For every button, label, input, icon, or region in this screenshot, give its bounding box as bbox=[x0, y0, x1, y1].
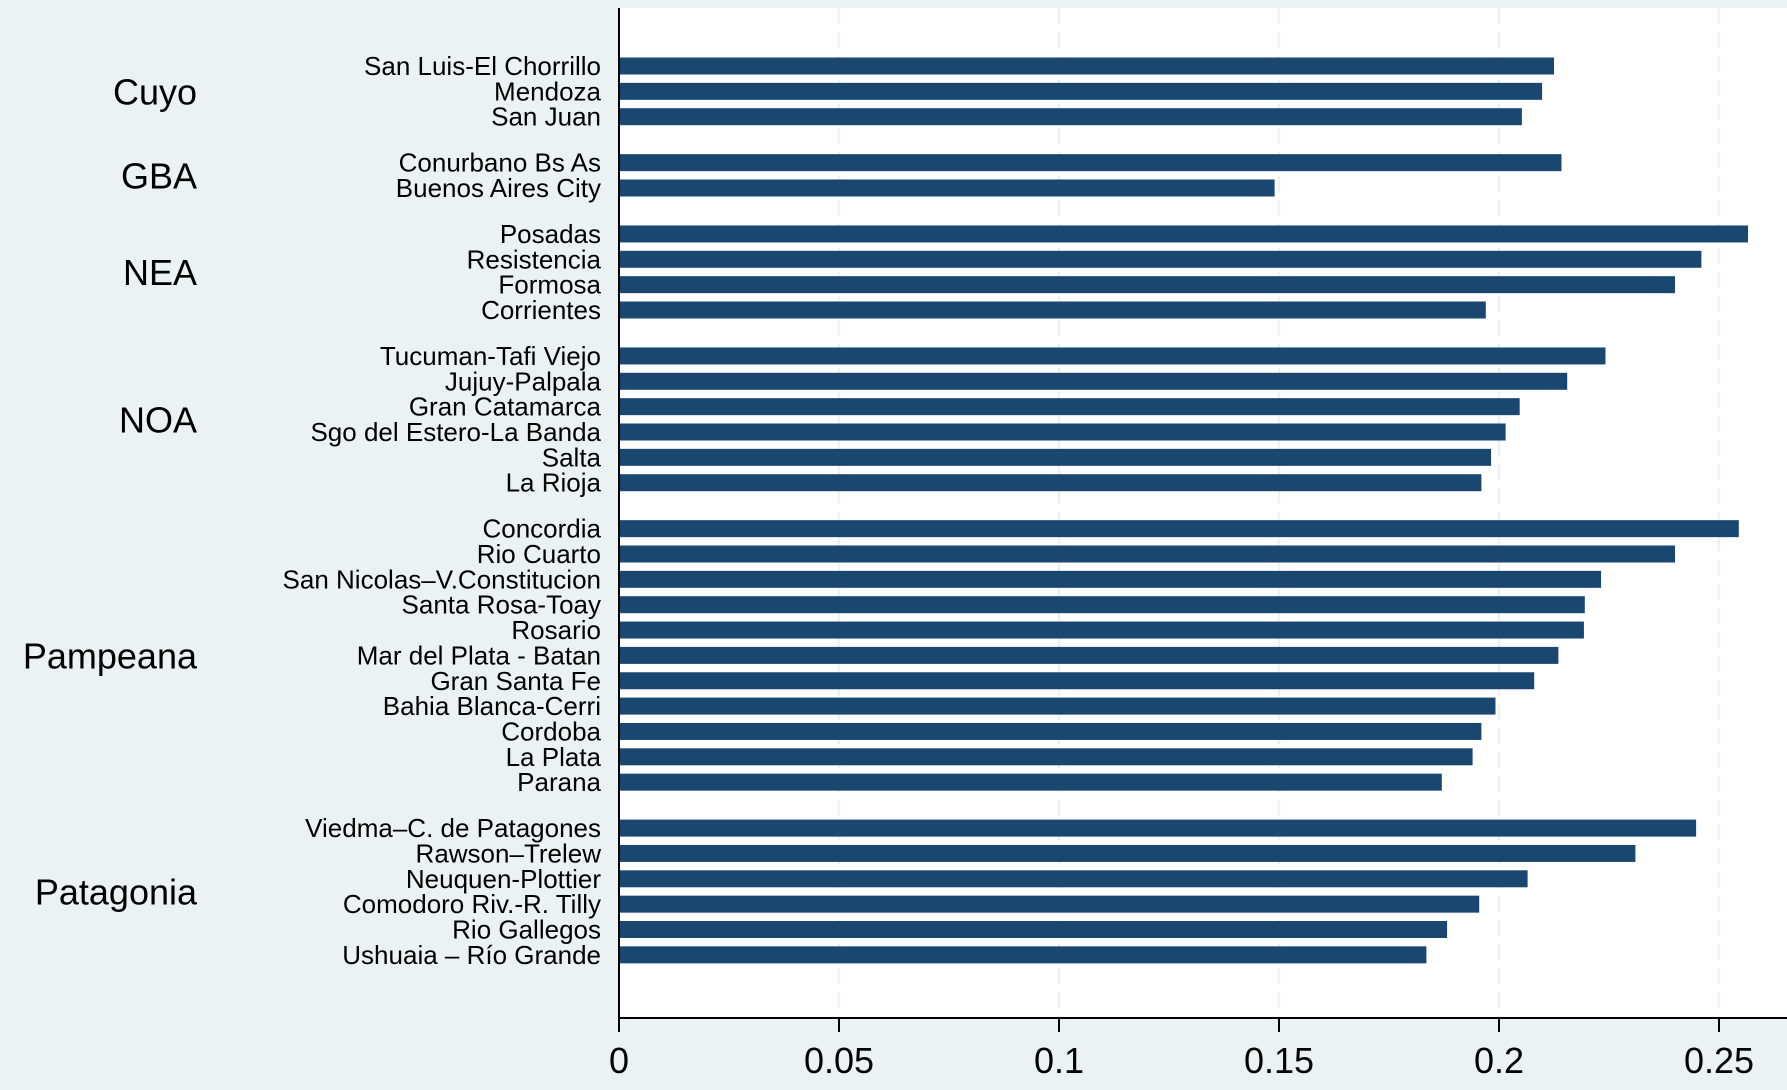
category-label: Parana bbox=[517, 767, 601, 797]
category-label: Mar del Plata - Batan bbox=[357, 640, 601, 670]
group-label: Pampeana bbox=[23, 635, 198, 676]
category-label: Resistencia bbox=[467, 244, 602, 274]
group-label: NOA bbox=[119, 399, 197, 440]
group-label: Patagonia bbox=[35, 871, 198, 912]
bar bbox=[619, 819, 1697, 837]
x-tick-label: 0 bbox=[609, 1040, 629, 1081]
bar bbox=[619, 276, 1675, 294]
bar bbox=[619, 474, 1482, 492]
category-label: San Nicolas–V.Constitucion bbox=[283, 564, 601, 594]
bar bbox=[619, 621, 1584, 639]
group-label: GBA bbox=[121, 155, 197, 196]
bar bbox=[619, 398, 1520, 416]
bar bbox=[619, 82, 1543, 100]
category-label: San Juan bbox=[491, 102, 601, 132]
bar bbox=[619, 748, 1473, 766]
x-tick-label: 0.05 bbox=[804, 1040, 874, 1081]
x-tick-label: 0.2 bbox=[1474, 1040, 1524, 1081]
bar bbox=[619, 570, 1602, 588]
axes bbox=[618, 8, 1787, 1032]
bar bbox=[619, 108, 1522, 126]
category-label: Gran Santa Fe bbox=[430, 666, 601, 696]
bar bbox=[619, 57, 1554, 75]
category-label: San Luis-El Chorrillo bbox=[364, 51, 601, 81]
category-label: Rio Gallegos bbox=[452, 915, 601, 945]
bar bbox=[619, 844, 1636, 862]
category-label: Buenos Aires City bbox=[396, 173, 601, 203]
bar bbox=[619, 773, 1442, 791]
group-label: Cuyo bbox=[113, 71, 197, 112]
category-label: Sgo del Estero-La Banda bbox=[310, 417, 601, 447]
bar bbox=[619, 301, 1486, 319]
bar bbox=[619, 448, 1492, 466]
bar bbox=[619, 921, 1448, 938]
category-label: Formosa bbox=[498, 270, 601, 300]
bar bbox=[619, 870, 1528, 888]
bar bbox=[619, 154, 1562, 172]
bar bbox=[619, 722, 1482, 740]
category-label: La Rioja bbox=[506, 468, 602, 498]
category-label: Posadas bbox=[500, 219, 601, 249]
bar bbox=[619, 545, 1675, 563]
category-label: Gran Catamarca bbox=[409, 392, 602, 422]
bar bbox=[619, 946, 1427, 964]
bar bbox=[619, 596, 1585, 614]
category-label: Ushuaia – Río Grande bbox=[342, 940, 601, 970]
category-label: Corrientes bbox=[481, 295, 601, 325]
category-label: Cordoba bbox=[501, 716, 601, 746]
bar bbox=[619, 672, 1535, 690]
category-label: Rawson–Trelew bbox=[416, 838, 602, 868]
category-label: Tucuman-Tafi Viejo bbox=[380, 341, 601, 371]
category-label: Conurbano Bs As bbox=[399, 148, 601, 178]
bar bbox=[619, 423, 1506, 441]
category-label: Viedma–C. de Patagones bbox=[305, 813, 601, 843]
category-label: Comodoro Riv.-R. Tilly bbox=[343, 889, 601, 919]
bar bbox=[619, 372, 1568, 390]
group-label: NEA bbox=[123, 252, 197, 293]
bar bbox=[619, 646, 1559, 664]
category-label: La Plata bbox=[506, 742, 602, 772]
category-label: Concordia bbox=[482, 514, 601, 544]
category-label: Rio Cuarto bbox=[477, 539, 601, 569]
bar bbox=[619, 697, 1496, 715]
category-label: Rosario bbox=[511, 615, 601, 645]
bar bbox=[619, 895, 1480, 913]
category-label: Santa Rosa-Toay bbox=[402, 590, 601, 620]
bar bbox=[619, 225, 1749, 243]
x-tick-label: 0.15 bbox=[1244, 1040, 1314, 1081]
bar bbox=[619, 520, 1739, 538]
category-label: Mendoza bbox=[494, 76, 601, 106]
bar bbox=[619, 250, 1702, 268]
category-label: Bahia Blanca-Cerri bbox=[383, 691, 601, 721]
bar bbox=[619, 179, 1275, 197]
x-tick-label: 0.1 bbox=[1034, 1040, 1084, 1081]
category-label: Salta bbox=[542, 442, 602, 472]
bars bbox=[619, 57, 1749, 964]
x-tick-label: 0.25 bbox=[1684, 1040, 1754, 1081]
category-label: Neuquen-Plottier bbox=[406, 864, 601, 894]
category-label: Jujuy-Palpala bbox=[445, 366, 602, 396]
bar bbox=[619, 347, 1606, 365]
